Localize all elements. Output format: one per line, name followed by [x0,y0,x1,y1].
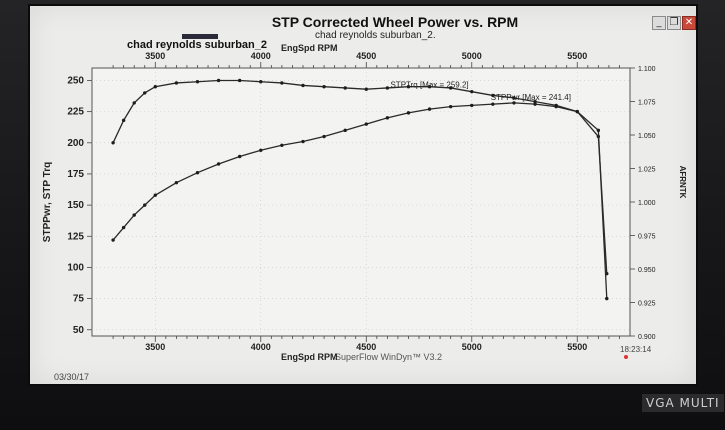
restore-button[interactable]: ❐ [667,16,681,30]
dyno-window: _ ❐ ✕ STP Corrected Wheel Power vs. RPM … [30,6,696,384]
data-point-stptrq [470,89,474,94]
annotation-stptrq: STPTrq [Max = 259.2] [390,81,468,90]
data-point-stptrq [343,86,347,90]
data-point-stppwr [301,139,305,144]
data-point-stptrq [301,83,305,88]
y2-tick-label: 0.950 [638,267,656,274]
data-point-stptrq [174,81,179,85]
data-point-stptrq [406,84,411,89]
data-point-stptrq [491,93,495,98]
y-tick-label: 50 [73,325,85,336]
data-point-stppwr [121,225,126,230]
data-point-stppwr [470,103,474,108]
data-point-stptrq [216,78,221,83]
x-tick-label: 4000 [251,342,271,352]
monitor-brand-label: VGA MULTI [642,394,724,412]
data-point-stppwr [605,296,609,301]
data-point-stppwr [533,102,537,106]
data-point-stppwr [195,171,200,175]
footer-date: 03/30/17 [54,372,90,382]
y2-tick-label: 1.075 [638,100,656,107]
data-point-stptrq [280,81,284,85]
data-point-stppwr [512,101,516,105]
y2-axis-label: AFRNTK [678,166,687,199]
data-point-stptrq [237,78,242,83]
y-tick-label: 175 [67,169,84,180]
data-point-stppwr [259,148,263,152]
legend-swatch [182,34,218,39]
y2-tick-label: 1.025 [638,167,656,174]
data-point-stptrq [322,84,326,89]
data-point-stppwr [111,238,115,242]
data-point-stptrq [427,84,432,89]
data-point-stptrq [121,118,126,123]
plot-area [91,67,631,337]
footer-time: 18:23:14 [620,345,652,354]
data-point-stppwr [216,162,221,166]
y-tick-label: 100 [67,262,84,273]
data-point-stppwr [322,134,326,139]
y2-tick-label: 1.050 [638,133,656,140]
y-tick-label: 225 [67,107,84,118]
x-axis-label: EngSpd RPM [281,352,338,362]
data-point-stppwr [575,109,579,114]
data-point-stppwr [143,203,147,207]
data-point-stppwr [596,128,601,133]
data-point-stppwr [280,143,284,147]
legend-entry: chad reynolds suburban_2 [127,39,267,51]
data-point-stptrq [448,86,453,90]
y-tick-label: 250 [67,75,84,86]
data-point-stppwr [448,104,453,109]
x-tick-label: 5500 [567,342,587,352]
data-point-stppwr [237,154,242,159]
footer-program: SuperFlow WinDyn™ V3.2 [335,352,443,362]
data-point-stptrq [111,141,115,145]
top-axis-tick-label: 3500 [145,51,165,61]
data-point-stppwr [385,116,390,120]
x-tick-label: 5000 [462,342,482,352]
data-point-stppwr [406,111,411,115]
top-axis-tick-label: 5000 [462,51,482,61]
data-point-stppwr [427,107,432,111]
top-axis-tick-label: 4500 [356,51,376,61]
data-point-stptrq [385,86,390,90]
chart-subtitle: chad reynolds suburban_2. [315,30,436,41]
data-point-stptrq [195,80,200,84]
close-button[interactable]: ✕ [682,16,696,30]
top-axis-tick-label: 4000 [251,51,271,61]
y2-tick-label: 0.925 [638,301,656,308]
data-point-stptrq [533,99,537,104]
annotation-stppwr: STPPwr [Max = 241.4] [491,93,571,102]
y-tick-label: 200 [67,138,84,149]
data-point-stppwr [153,193,157,197]
data-point-stppwr [554,104,558,109]
y-tick-label: 150 [67,200,84,211]
x-tick-label: 3500 [145,342,165,352]
data-point-stptrq [143,91,147,95]
data-point-stptrq [153,84,157,89]
data-point-stppwr [491,102,495,106]
y2-tick-label: 0.900 [638,334,656,341]
data-point-stptrq [512,96,516,100]
y-tick-label: 125 [67,231,84,242]
data-point-stppwr [174,180,179,185]
chart-svg: 3500 4000 4500 5000 5500 EngSpd RPM 3500 4000 45… [42,43,687,362]
power-led [624,355,628,359]
data-point-stppwr [343,128,347,133]
y-axis-label: STPPwr, STP Trq [42,162,53,242]
minimize-button[interactable]: _ [652,16,666,30]
y-tick-label: 75 [73,294,85,305]
data-point-stptrq [132,101,136,105]
data-point-stptrq [364,87,368,91]
data-point-stptrq [259,80,263,84]
y2-tick-label: 1.000 [638,200,656,207]
top-axis-tick-label: 5500 [567,51,587,61]
data-point-stppwr [364,122,368,126]
y2-tick-label: 0.975 [638,234,656,241]
y2-tick-label: 1.100 [638,66,656,73]
chart-title: STP Corrected Wheel Power vs. RPM [271,14,519,30]
data-point-stppwr [132,213,136,217]
x-tick-label: 4500 [356,342,376,352]
top-axis-label: EngSpd RPM [281,43,338,53]
